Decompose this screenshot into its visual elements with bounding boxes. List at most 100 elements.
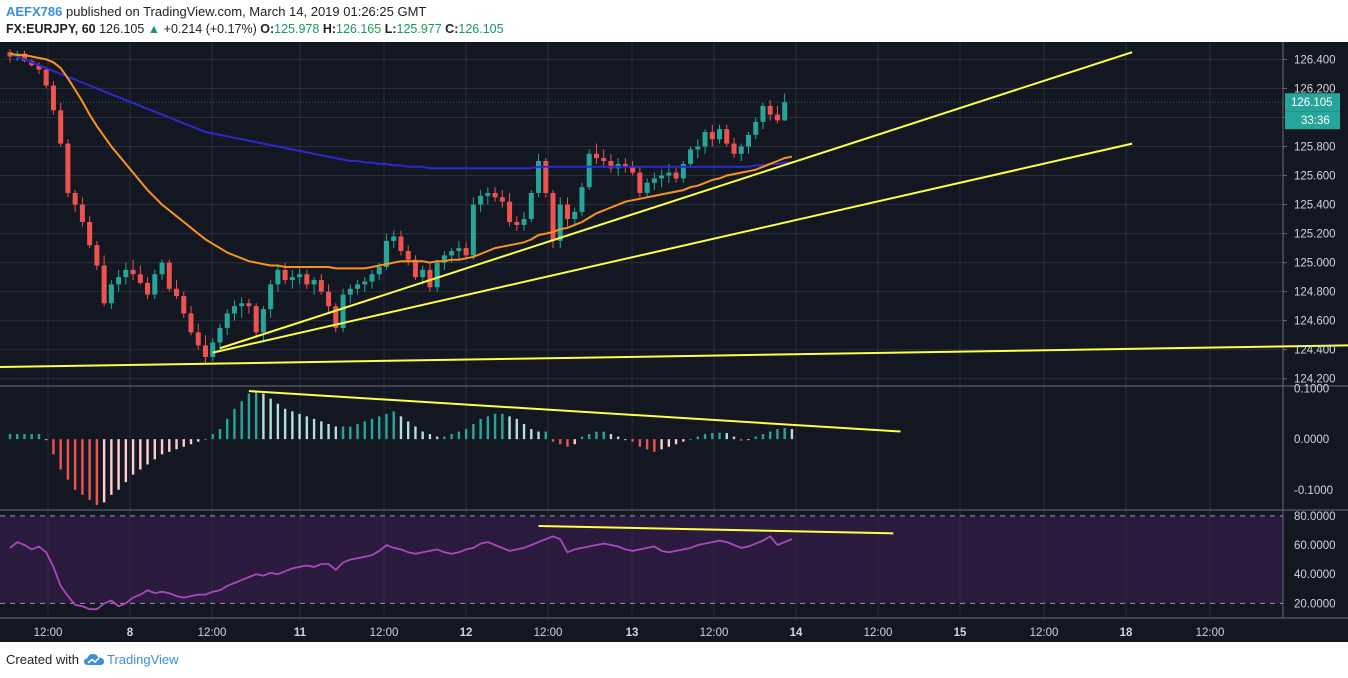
candle xyxy=(688,149,694,164)
time-tick-label: 18 xyxy=(1120,627,1133,639)
macd-bar xyxy=(276,403,280,440)
candle xyxy=(637,172,643,193)
candle xyxy=(608,161,614,169)
macd-bar xyxy=(81,439,84,495)
candle xyxy=(326,291,332,307)
created-with-label: Created with xyxy=(6,652,79,667)
candle xyxy=(673,172,679,179)
time-tick-label: 12:00 xyxy=(700,627,729,639)
candle xyxy=(449,251,455,256)
macd-tick-label: 0.0000 xyxy=(1294,434,1329,446)
macd-bar xyxy=(269,398,272,440)
macd-bar xyxy=(486,416,490,440)
candle xyxy=(485,192,491,196)
close-value: 126.105 xyxy=(458,22,504,36)
author-link[interactable]: AEFX786 xyxy=(6,4,63,19)
rsi-line xyxy=(9,535,793,611)
macd-bar xyxy=(718,432,721,440)
macd-bar xyxy=(428,434,432,440)
low-label: L: xyxy=(384,22,397,36)
tradingview-link[interactable]: TradingView xyxy=(106,652,179,667)
macd-bar xyxy=(160,439,164,455)
macd-bar xyxy=(479,418,482,440)
macd-bar xyxy=(790,429,794,440)
macd-bar xyxy=(349,426,352,440)
candle xyxy=(680,163,686,179)
candle xyxy=(217,327,223,343)
macd-bar xyxy=(175,439,178,450)
macd-bar xyxy=(298,413,301,440)
candle xyxy=(43,69,49,86)
candle xyxy=(499,197,505,202)
candle xyxy=(246,303,252,307)
candle xyxy=(470,204,476,256)
macd-bar xyxy=(407,421,410,440)
candle xyxy=(369,274,375,282)
candle xyxy=(767,105,773,115)
macd-bar xyxy=(131,439,135,475)
macd-bar xyxy=(66,439,70,480)
channel-trendline xyxy=(219,51,1133,350)
macd-bar xyxy=(660,439,663,450)
macd-bar xyxy=(182,439,185,447)
candle xyxy=(745,134,751,147)
open-label: O: xyxy=(260,22,275,36)
candle xyxy=(355,284,361,289)
macd-bar xyxy=(356,423,359,440)
macd-bar xyxy=(638,439,642,447)
candle xyxy=(427,269,433,288)
macd-bar xyxy=(414,426,417,440)
footer: Created with TradingView xyxy=(6,652,179,667)
grid-lines xyxy=(0,42,1283,618)
time-tick-label: 12:00 xyxy=(1030,627,1059,639)
macd-bar xyxy=(421,431,424,440)
macd-bar xyxy=(580,436,584,440)
candle xyxy=(101,265,107,304)
time-tick-label: 12:00 xyxy=(370,627,399,639)
candle xyxy=(145,282,151,295)
last-price-tag-label: 126.105 xyxy=(1291,97,1333,109)
macd-bar xyxy=(602,431,605,440)
macd-histogram xyxy=(8,391,794,505)
candle xyxy=(210,342,216,357)
rsi-tick-label: 80.0000 xyxy=(1294,511,1336,523)
macd-bar xyxy=(595,431,598,440)
macd-bar xyxy=(457,431,461,440)
chart-area[interactable]: 126.400126.200126.000125.800125.600125.4… xyxy=(0,42,1348,642)
macd-bar xyxy=(631,439,634,442)
chart-svg[interactable]: 126.400126.200126.000125.800125.600125.4… xyxy=(0,42,1348,642)
symbol-label[interactable]: FX:EURJPY, 60 xyxy=(6,22,96,36)
time-tick-label: 15 xyxy=(954,627,967,639)
candle xyxy=(572,211,578,220)
macd-bar xyxy=(537,431,540,440)
candle xyxy=(601,158,607,162)
candle xyxy=(159,262,165,275)
candle xyxy=(347,288,353,295)
candle xyxy=(340,294,346,328)
candle xyxy=(717,129,723,140)
macd-bar xyxy=(464,429,468,440)
macd-bar xyxy=(240,401,243,440)
macd-bar xyxy=(588,434,591,440)
macd-bar xyxy=(385,413,388,440)
macd-bar xyxy=(392,411,395,440)
last-price: 126.105 xyxy=(99,22,145,36)
candle xyxy=(695,146,701,150)
macd-tick-label: 0.1000 xyxy=(1294,384,1329,396)
candle xyxy=(412,259,418,278)
candle xyxy=(543,161,549,193)
macd-bar xyxy=(443,436,446,440)
candle xyxy=(753,121,759,135)
macd-bar xyxy=(117,439,120,490)
macd-bar xyxy=(399,416,403,440)
candle xyxy=(630,166,636,173)
macd-bar xyxy=(370,418,374,440)
macd-bar xyxy=(218,429,222,440)
candle xyxy=(304,274,310,285)
candles xyxy=(7,49,788,365)
candle xyxy=(318,280,324,292)
candle xyxy=(166,262,172,289)
low-value: 125.977 xyxy=(396,22,442,36)
high-label: H: xyxy=(322,22,337,36)
macd-bar xyxy=(233,408,236,440)
